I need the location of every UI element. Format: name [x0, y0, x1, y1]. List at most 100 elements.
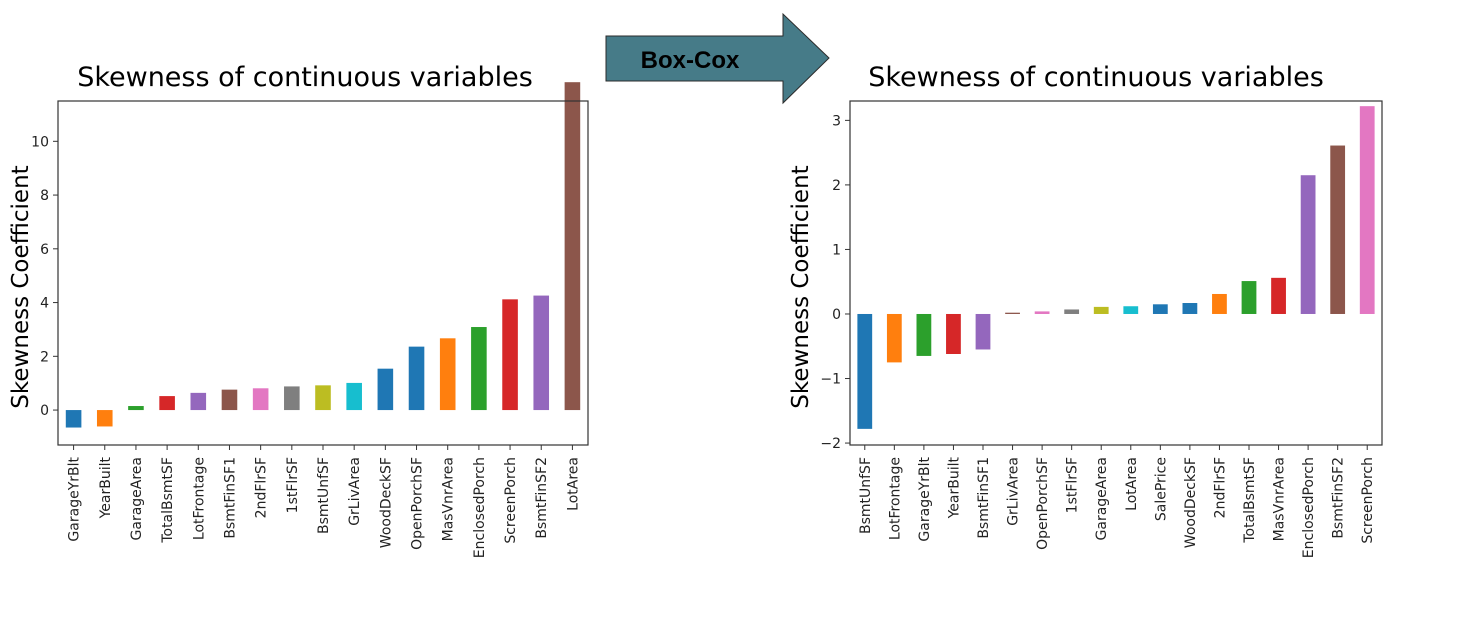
bar-enclosedporch	[471, 327, 487, 411]
bar-saleprice	[1152, 304, 1168, 314]
right-arrow-icon	[605, 12, 830, 105]
x-tick-label: OpenPorchSF	[410, 457, 426, 550]
y-tick-label: 2	[40, 349, 49, 365]
bar-bsmtfinsf1	[221, 389, 238, 411]
bar-enclosedporch	[1300, 175, 1316, 314]
x-ticks: BsmtUnfSF LotFrontage GarageYrBlt YearBuilt…	[858, 445, 1376, 558]
bar-wooddecksf	[1182, 303, 1198, 314]
bar-grlivarea	[346, 382, 362, 411]
x-tick-label: SalePrice	[1153, 457, 1169, 521]
x-tick-label: GarageArea	[129, 457, 145, 540]
bar-openporchsf	[408, 346, 425, 411]
bar-masvnrarea	[439, 338, 456, 411]
bar-grlivarea	[1005, 312, 1020, 314]
bar-2ndflrsf	[252, 388, 269, 411]
bar-1stflrsf	[1064, 309, 1080, 314]
plot-frame	[57, 100, 589, 446]
x-tick-label: GarageYrBlt	[67, 456, 83, 541]
bar-yearbuilt	[96, 410, 113, 427]
x-tick-label: LotArea	[565, 457, 581, 511]
x-tick-label: EnclosedPorch	[1301, 457, 1317, 558]
y-tick-label: −2	[820, 436, 841, 452]
bar-openporchsf	[1034, 311, 1050, 314]
bar-lotarea	[564, 82, 581, 411]
x-tick-label: BsmtFinSF1	[976, 457, 992, 539]
x-tick-label: 2ndFlrSF	[1212, 457, 1228, 518]
bar-garagearea	[1093, 306, 1109, 314]
bar-bsmtfinsf1	[975, 313, 991, 350]
y-tick-label: 3	[832, 113, 841, 129]
x-tick-label: MasVnrArea	[441, 457, 457, 541]
chart-after: Skewness of continuous variables Skewnes…	[788, 62, 1383, 558]
x-tick-label: BsmtUnfSF	[316, 457, 332, 534]
x-tick-label: YearBuilt	[98, 456, 114, 519]
x-tick-label: 1stFlrSF	[285, 457, 301, 513]
x-tick-label: YearBuilt	[946, 456, 962, 519]
x-tick-label: BsmtFinSF1	[222, 457, 238, 539]
bars	[857, 106, 1375, 429]
x-tick-label: OpenPorchSF	[1035, 457, 1051, 550]
box-cox-arrow: Box-Cox	[605, 12, 830, 105]
x-tick-label: BsmtFinSF2	[534, 457, 550, 539]
bar-screenporch	[502, 299, 518, 411]
x-tick-label: GarageYrBlt	[917, 456, 933, 541]
y-tick-label: 2	[832, 178, 841, 194]
bar-bsmtunfsf	[315, 385, 331, 411]
x-tick-label: TotalBsmtSF	[160, 457, 176, 544]
bar-lotfrontage	[190, 392, 207, 411]
x-tick-label: 1stFlrSF	[1065, 457, 1081, 513]
x-tick-label: GrLivArea	[1006, 457, 1022, 526]
y-ticks: 0 2 4 6 8 10	[31, 134, 58, 419]
y-tick-label: −1	[820, 372, 841, 388]
x-tick-label: WoodDeckSF	[378, 457, 394, 548]
bar-lotfrontage	[886, 313, 902, 363]
y-tick-label: 8	[40, 188, 49, 204]
x-tick-label: BsmtFinSF2	[1331, 457, 1347, 539]
y-tick-label: 1	[832, 242, 841, 258]
bar-garageyrblt	[916, 313, 932, 356]
bar-masvnrarea	[1271, 277, 1286, 314]
bar-garageyrblt	[65, 410, 82, 428]
plot-frame	[849, 100, 1383, 446]
x-tick-label: GarageArea	[1094, 457, 1110, 540]
bar-screenporch	[1359, 106, 1375, 314]
x-tick-label: LotArea	[1124, 457, 1140, 511]
bar-lotarea	[1123, 306, 1139, 314]
y-axis-label: Skewness Coefficient	[8, 165, 34, 408]
x-tick-label: ScreenPorch	[503, 457, 519, 544]
x-tick-label: BsmtUnfSF	[858, 457, 874, 534]
y-tick-label: 0	[40, 403, 49, 419]
x-tick-label: LotFrontage	[887, 457, 903, 540]
bar-totalbsmtsf	[1241, 281, 1257, 314]
y-tick-label: 10	[31, 134, 49, 150]
y-tick-label: 6	[40, 242, 49, 258]
bar-bsmtunfsf	[857, 313, 873, 429]
x-tick-label: ScreenPorch	[1360, 457, 1376, 544]
x-tick-label: MasVnrArea	[1272, 457, 1288, 541]
bar-wooddecksf	[377, 368, 394, 411]
x-tick-label: 2ndFlrSF	[254, 457, 270, 518]
chart-title: Skewness of continuous variables	[868, 62, 1324, 93]
y-ticks: −2 −1 0 1 2 3	[820, 113, 850, 452]
x-tick-label: LotFrontage	[191, 457, 207, 540]
bar-garagearea	[128, 406, 144, 411]
chart-title: Skewness of continuous variables	[77, 62, 533, 93]
bar-yearbuilt	[946, 313, 961, 354]
x-tick-label: TotalBsmtSF	[1242, 457, 1258, 544]
bars	[65, 82, 581, 428]
bar-bsmtfinsf2	[1330, 145, 1346, 314]
bar-1stflrsf	[284, 386, 300, 411]
x-tick-label: EnclosedPorch	[472, 457, 488, 558]
y-tick-label: 0	[832, 307, 841, 323]
x-tick-label: WoodDeckSF	[1183, 457, 1199, 548]
bar-2ndflrsf	[1212, 293, 1227, 314]
y-tick-label: 4	[40, 296, 49, 312]
bar-totalbsmtsf	[159, 396, 175, 411]
x-ticks: GarageYrBlt YearBuilt GarageArea TotalBsmtS…	[67, 445, 581, 558]
chart-before: Skewness of continuous variables Skewnes…	[8, 62, 589, 558]
bar-bsmtfinsf2	[533, 295, 550, 411]
arrow-label: Box-Cox	[641, 47, 740, 74]
y-axis-label: Skewness Coefficient	[788, 165, 814, 408]
x-tick-label: GrLivArea	[347, 457, 363, 526]
